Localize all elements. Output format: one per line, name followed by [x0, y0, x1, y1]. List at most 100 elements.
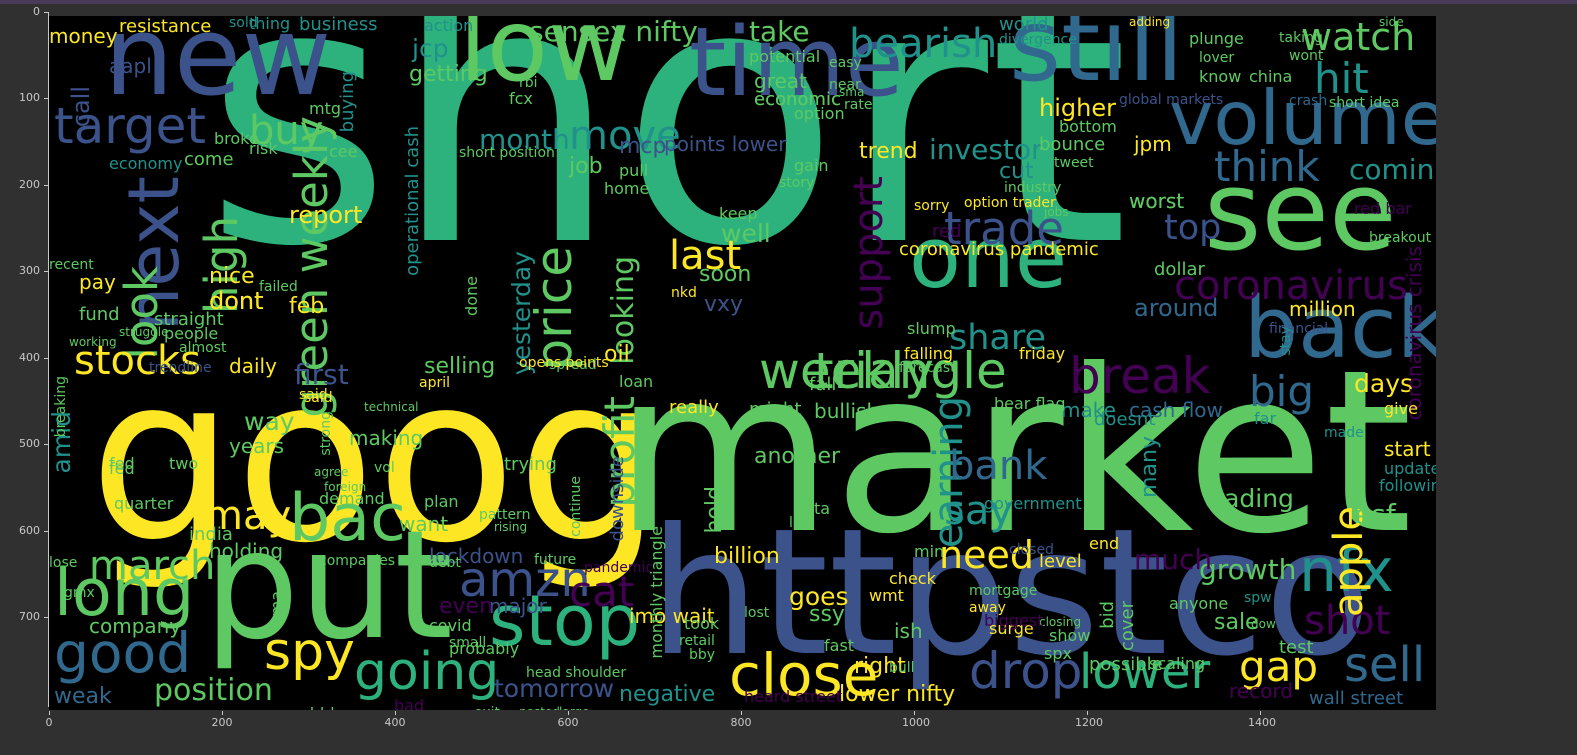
- word-probably: probably: [449, 639, 520, 658]
- word-china: china: [1249, 67, 1293, 86]
- word-india: india: [189, 524, 233, 545]
- word-dollar: dollar: [1154, 259, 1205, 280]
- word-ish: ish: [894, 619, 923, 643]
- word-lower: lower: [1079, 644, 1211, 700]
- word-break: break: [1069, 347, 1211, 405]
- word-long: long: [54, 556, 195, 631]
- word-coronavirus: coronavirus: [1174, 263, 1408, 309]
- word-give: give: [1384, 399, 1418, 418]
- word-option: option: [794, 104, 845, 123]
- word-cloud: short goog market httpstco put new low time stil…: [49, 16, 1436, 710]
- word-rate: rate: [844, 97, 873, 113]
- output-frame: short goog market httpstco put new low time stil…: [0, 4, 1577, 755]
- word-sold: sold: [229, 16, 258, 31]
- word-fcx: fcx: [509, 89, 533, 108]
- x-tick-label: 600: [557, 716, 579, 729]
- word-march: march: [89, 543, 216, 589]
- word-adding: adding: [1129, 16, 1171, 29]
- word-many: many: [1137, 436, 1162, 498]
- word-easy: easy: [829, 55, 862, 71]
- word-mortgage: mortgage: [969, 583, 1038, 599]
- word-took: took: [684, 614, 720, 633]
- word-lockdown: lockdown: [429, 544, 524, 568]
- word-fed: fed: [109, 454, 135, 473]
- word-another: another: [754, 444, 841, 469]
- word-around: around: [1134, 294, 1219, 322]
- word-holding: holding: [209, 539, 284, 563]
- word-level: level: [1039, 551, 1082, 572]
- word-spx: spx: [1044, 644, 1072, 663]
- x-tick-label: 800: [730, 716, 752, 729]
- word-take: take: [749, 16, 810, 48]
- word-people: people: [164, 324, 219, 343]
- word-lose: lose: [49, 555, 78, 571]
- word-spw: spw: [1244, 590, 1272, 606]
- word-weekly: weekly: [759, 342, 934, 400]
- word-much: much: [1134, 543, 1213, 576]
- word-watch: watch: [1301, 16, 1416, 59]
- word-home: home: [604, 179, 650, 198]
- word-away: away: [969, 600, 1006, 616]
- word-top: top: [1164, 208, 1222, 248]
- word-retail: retail: [679, 633, 715, 649]
- word-risk: risk: [249, 139, 278, 158]
- word-biggest: biggest: [984, 611, 1044, 630]
- word-move: move: [569, 113, 681, 159]
- word-taking: taking: [1279, 30, 1323, 46]
- word-pay: pay: [79, 270, 116, 294]
- word-years: years: [229, 434, 285, 458]
- x-tick-mark: [1260, 711, 1261, 715]
- word-oil: oil: [604, 342, 630, 367]
- word-dow: dow: [1251, 617, 1276, 631]
- word-pandemic: pandemic: [584, 560, 654, 576]
- word-quarter: quarter: [114, 494, 174, 513]
- word-nkd: nkd: [671, 285, 697, 301]
- word-shot: shot: [1304, 598, 1391, 644]
- word-recent: recent: [49, 257, 94, 273]
- word-bby: bby: [689, 647, 716, 663]
- word-plunge: plunge: [1189, 29, 1244, 48]
- word-want: want: [399, 512, 449, 536]
- word-imo-wait: imo wait: [629, 604, 715, 628]
- word-side: side: [1379, 16, 1404, 29]
- word-ddd: ddd: [304, 706, 334, 711]
- word-support: support: [846, 176, 892, 330]
- word-buy: buy: [249, 108, 324, 154]
- word-foreign: foreign: [324, 480, 367, 494]
- word-bank: bank: [949, 443, 1048, 489]
- word-low: low: [459, 16, 630, 104]
- word-price: price: [525, 246, 583, 371]
- word-opens-points: opens points: [519, 355, 609, 371]
- word-buying: buying: [337, 71, 358, 133]
- word-struggle: struggle: [119, 325, 169, 339]
- word-sma: sma: [839, 85, 865, 99]
- word-forecast: forecast: [899, 360, 956, 376]
- word-company: company: [89, 614, 182, 638]
- word-well: well: [721, 219, 771, 248]
- word-daily: daily: [229, 354, 277, 378]
- word-story: story: [779, 175, 815, 191]
- word-trend: trend: [859, 139, 918, 164]
- y-tick-label: 0: [33, 5, 40, 18]
- word-report: report: [289, 201, 363, 229]
- word-right: right: [854, 654, 906, 679]
- word-way: way: [244, 407, 295, 436]
- word-getting: getting: [409, 62, 488, 87]
- word-close: close: [729, 641, 879, 709]
- word-lover: lover: [1199, 50, 1235, 66]
- word-loan: loan: [619, 372, 654, 391]
- word-make: make: [1061, 398, 1116, 422]
- word-short-idea: short idea: [1329, 95, 1400, 111]
- word-drop: drop: [969, 642, 1083, 700]
- word-option-trader: option trader: [964, 195, 1056, 211]
- word-breaking: breaking: [53, 376, 69, 438]
- word-fall: fall: [809, 374, 837, 395]
- word-major: major: [489, 594, 547, 618]
- word-gmx: gmx: [64, 585, 95, 601]
- word-million: million: [1289, 297, 1356, 321]
- word-back: back: [1244, 279, 1436, 378]
- word-stop: stop: [489, 580, 641, 662]
- word-weak: weak: [54, 684, 112, 709]
- word-thing: thing: [249, 16, 291, 33]
- word-working: working: [69, 335, 117, 349]
